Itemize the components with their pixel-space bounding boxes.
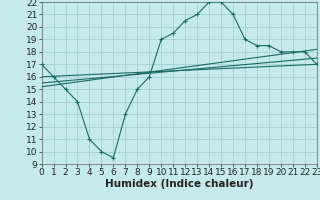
X-axis label: Humidex (Indice chaleur): Humidex (Indice chaleur)	[105, 179, 253, 189]
